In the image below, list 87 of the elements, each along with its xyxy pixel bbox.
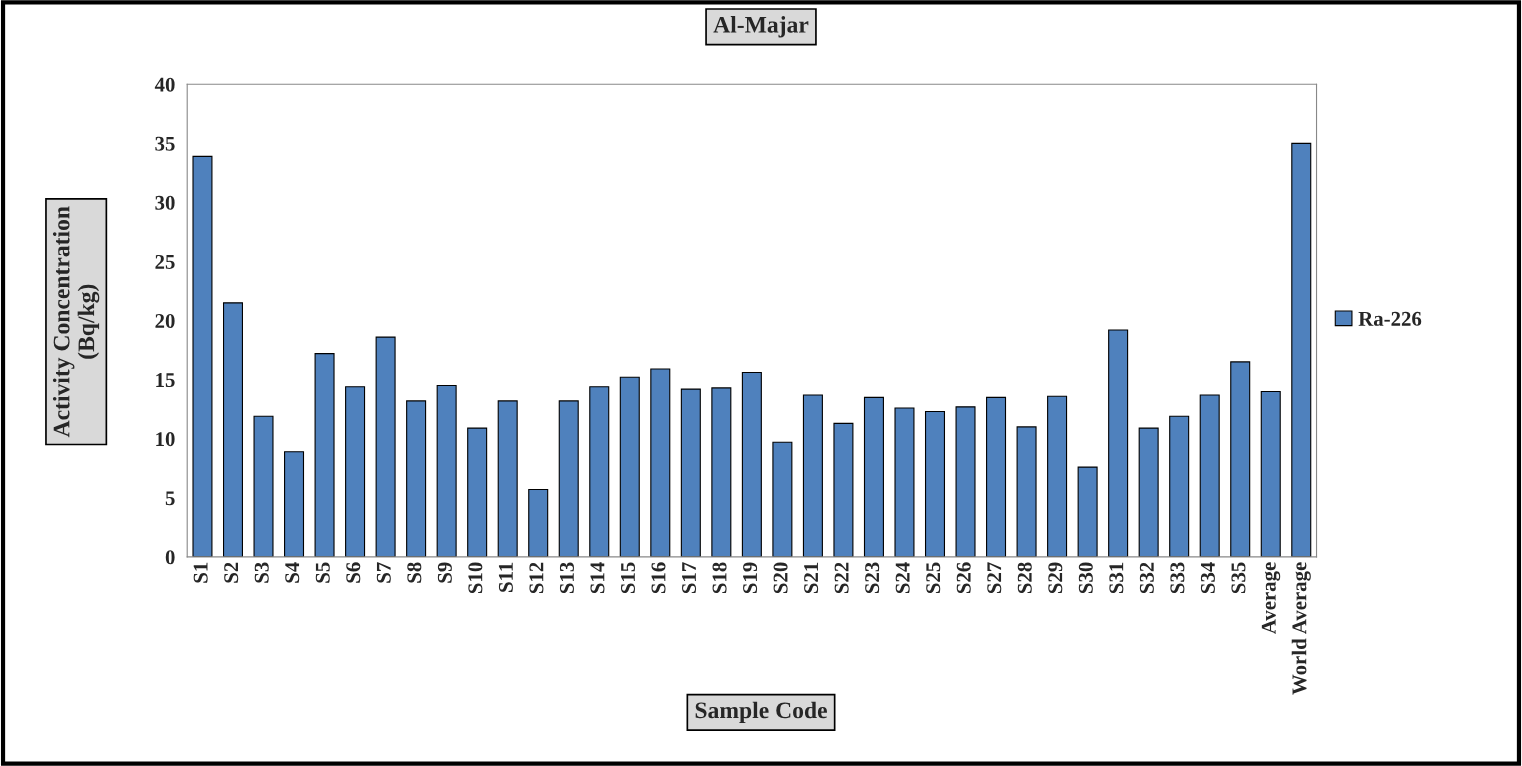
bar (284, 451, 305, 557)
x-tick-label: S17 (682, 562, 697, 594)
x-tick-label: S23 (865, 562, 880, 594)
bar (924, 410, 946, 557)
bar (955, 406, 976, 557)
y-tick-label: 20 (155, 313, 175, 328)
bar (192, 155, 213, 557)
bar (741, 372, 762, 557)
bar (711, 387, 732, 557)
bar (1016, 426, 1037, 557)
bar (528, 488, 549, 557)
x-tick-label: S32 (1139, 562, 1154, 594)
x-tick-label: S2 (224, 562, 239, 583)
bar (1199, 394, 1220, 557)
bar (1108, 329, 1129, 557)
y-tick-label: 5 (165, 491, 175, 506)
bar (802, 394, 823, 557)
bar (1047, 395, 1068, 557)
x-tick-label: S19 (743, 562, 758, 594)
x-tick-label: S7 (376, 562, 391, 583)
x-tick-label: S8 (407, 562, 422, 583)
bar (497, 400, 518, 557)
y-axis-title: Activity Concentration (Bq/kg) (52, 206, 100, 438)
bar (1230, 361, 1251, 557)
bar (436, 385, 457, 557)
x-tick-label: S24 (895, 562, 910, 594)
x-tick-label: S35 (1231, 562, 1246, 594)
x-tick-label: S4 (285, 562, 300, 583)
bar (1291, 142, 1312, 557)
x-tick-label: S16 (651, 562, 666, 594)
x-tick-label: Average (1261, 562, 1281, 635)
x-tick-label: S33 (1170, 562, 1185, 594)
x-tick-label: S18 (712, 562, 727, 594)
chart-title: Al-Majar (713, 16, 809, 38)
bar (253, 415, 274, 557)
x-tick-label: S14 (590, 562, 605, 594)
x-tick-label: S30 (1078, 562, 1093, 594)
bar (986, 396, 1007, 557)
bar (589, 386, 610, 557)
x-tick-label: S11 (498, 562, 513, 592)
x-tick-label: S21 (804, 562, 819, 594)
bar (619, 376, 640, 557)
y-tick-label: 15 (156, 373, 175, 388)
bar (1169, 415, 1190, 557)
bar (558, 400, 579, 557)
x-tick-label: S3 (254, 562, 269, 583)
bar (1260, 390, 1281, 557)
bar (406, 400, 427, 557)
x-tick-label: S12 (529, 562, 544, 594)
x-tick-label: S22 (834, 562, 849, 594)
y-tick-label: 40 (154, 77, 175, 92)
y-tick-label: 0 (165, 550, 175, 565)
x-tick-label: S26 (956, 562, 971, 594)
bar (894, 407, 915, 557)
x-tick-label: S10 (468, 562, 483, 594)
x-tick-label: S29 (1048, 562, 1063, 594)
x-tick-label: S15 (620, 562, 635, 594)
x-tick-label: S5 (315, 562, 330, 583)
legend-label: Ra-226 (1358, 311, 1422, 326)
bar (863, 396, 884, 557)
bar (833, 422, 854, 557)
bar (1077, 466, 1098, 557)
x-tick-label: S9 (437, 562, 452, 583)
x-tick-label: S34 (1200, 562, 1215, 594)
x-tick-label: S28 (1017, 562, 1032, 594)
x-axis-title: Sample Code (695, 701, 827, 724)
bar (467, 427, 488, 557)
bar (680, 388, 701, 557)
bar (222, 302, 244, 557)
bar (650, 368, 671, 557)
x-tick-label: S20 (773, 562, 788, 594)
x-tick-label: S31 (1109, 562, 1124, 594)
bar (772, 441, 793, 557)
bar (345, 386, 366, 557)
bar (1138, 427, 1159, 557)
y-tick-label: 35 (155, 136, 175, 151)
y-tick-label: 10 (156, 432, 175, 447)
y-tick-label: 30 (155, 195, 175, 210)
x-tick-label: S13 (559, 562, 574, 594)
x-tick-label: S1 (193, 562, 208, 583)
bar (375, 336, 396, 557)
x-tick-label: S25 (926, 562, 941, 594)
x-tick-label: S27 (987, 562, 1002, 594)
x-tick-label: S6 (346, 562, 361, 583)
y-tick-label: 25 (155, 254, 175, 269)
bar (314, 353, 335, 557)
x-tick-label: World Average (1291, 562, 1311, 695)
